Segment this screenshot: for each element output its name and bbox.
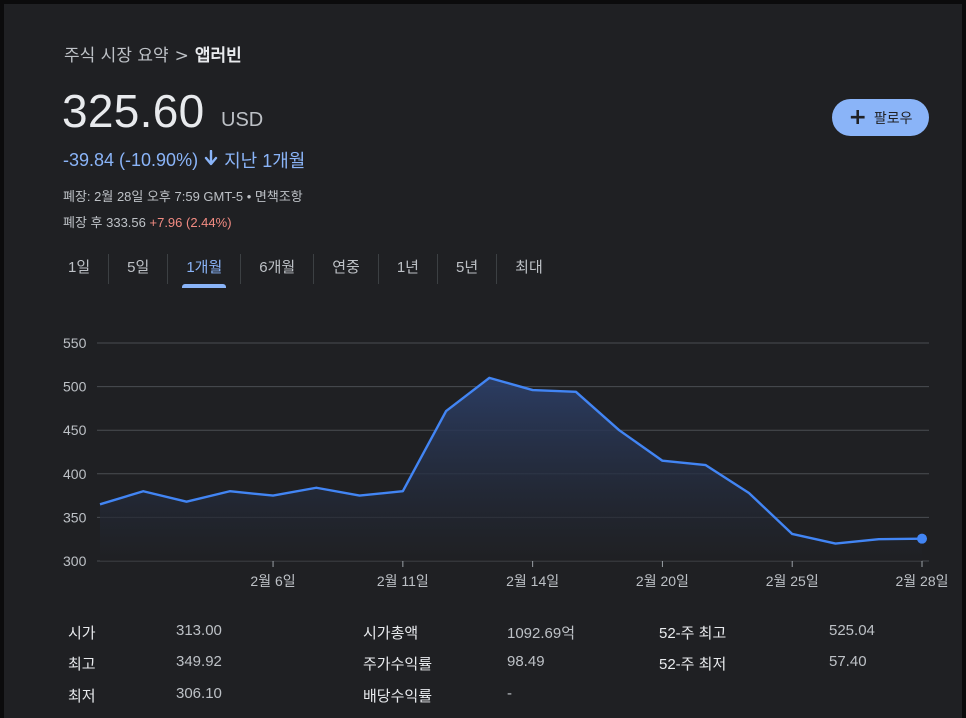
breadcrumb-separator: > <box>174 46 189 66</box>
tab-5y[interactable]: 5년 <box>455 259 479 276</box>
tab-divider <box>496 254 498 284</box>
currency-label: USD <box>221 109 264 131</box>
x-tick-label: 2월 25일 <box>766 573 819 589</box>
breadcrumb-parent-link[interactable]: 주식 시장 요약 <box>64 46 169 66</box>
breadcrumb-current: 앱러빈 <box>194 46 242 66</box>
stat-label-open: 시가 <box>68 625 96 642</box>
after-hours-change: +7.96 (2.44%) <box>149 215 232 230</box>
range-tabs: 1일 5일 1개월 6개월 연중 1년 5년 최대 <box>50 254 561 288</box>
x-tick-label: 2월 11일 <box>377 573 429 589</box>
y-tick-label: 400 <box>63 466 87 482</box>
tab-6m[interactable]: 6개월 <box>259 259 296 276</box>
stat-label-market-cap: 시가총액 <box>363 625 419 642</box>
stat-label-low: 최저 <box>68 688 96 705</box>
tab-divider <box>313 254 315 284</box>
y-tick-label: 350 <box>63 509 87 525</box>
x-tick-label: 2월 6일 <box>250 573 295 589</box>
stat-value-dividend-yield: - <box>507 685 512 702</box>
x-tick-label: 2월 14일 <box>506 573 559 589</box>
y-tick-label: 450 <box>63 422 87 438</box>
x-tick-label: 2월 20일 <box>636 573 689 589</box>
tab-1y[interactable]: 1년 <box>396 259 419 276</box>
last-price-marker <box>917 533 927 544</box>
after-hours-info: 폐장 후 333.56 +7.96 (2.44%) <box>63 212 232 231</box>
follow-button[interactable]: + 팔로우 <box>832 99 929 136</box>
price-change: -39.84 (-10.90%) 지난 1개월 <box>63 147 305 173</box>
follow-button-label: 팔로우 <box>873 110 913 127</box>
price-change-period: 지난 1개월 <box>224 151 306 171</box>
close-info: 폐장: 2월 28일 오후 7:59 GMT-5 • 면책조항 <box>63 189 303 204</box>
stat-label-52w-low: 52-주 최저 <box>659 656 727 673</box>
y-tick-label: 550 <box>63 335 87 351</box>
stat-label-dividend-yield: 배당수익률 <box>363 688 433 705</box>
after-hours-price: 폐장 후 333.56 <box>63 215 146 230</box>
price-chart[interactable]: 300 350 400 450 500 550 2월 6일 2월 11일 2월 14일 2월 20… <box>0 320 966 600</box>
stat-value-open: 313.00 <box>176 622 222 639</box>
breadcrumb: 주식 시장 요약 > 앱러빈 <box>64 41 242 66</box>
y-tick-label: 300 <box>63 553 87 569</box>
tab-5d[interactable]: 5일 <box>127 259 150 276</box>
stat-value-52w-low: 57.40 <box>829 653 867 670</box>
tab-ytd[interactable]: 연중 <box>332 259 360 276</box>
finance-panel <box>4 4 962 718</box>
stock-price: 325.60 <box>62 85 205 137</box>
tab-divider <box>240 254 242 284</box>
price-line <box>99 376 923 545</box>
stat-value-market-cap: 1092.69억 <box>507 625 576 642</box>
stat-value-low: 306.10 <box>176 685 222 702</box>
price-area <box>100 377 922 561</box>
x-tick-label: 2월 28일 <box>895 573 948 589</box>
tab-divider <box>108 254 110 284</box>
tab-divider <box>436 254 438 284</box>
tab-1d[interactable]: 1일 <box>68 259 91 276</box>
stat-label-high: 최고 <box>68 656 96 673</box>
stat-value-pe-ratio: 98.49 <box>507 653 545 670</box>
tab-1m[interactable]: 1개월 <box>168 254 240 288</box>
y-tick-label: 500 <box>63 379 87 395</box>
stat-value-52w-high: 525.04 <box>829 622 875 639</box>
plus-icon: + <box>848 104 867 130</box>
tab-max[interactable]: 최대 <box>515 259 543 276</box>
price-change-value: -39.84 (-10.90%) <box>63 149 199 170</box>
arrow-down-icon <box>204 149 218 171</box>
stat-value-high: 349.92 <box>176 653 222 670</box>
stat-label-pe-ratio: 주가수익률 <box>363 656 433 673</box>
tab-divider <box>167 254 169 284</box>
tab-divider <box>377 254 379 284</box>
stat-label-52w-high: 52-주 최고 <box>659 625 727 642</box>
